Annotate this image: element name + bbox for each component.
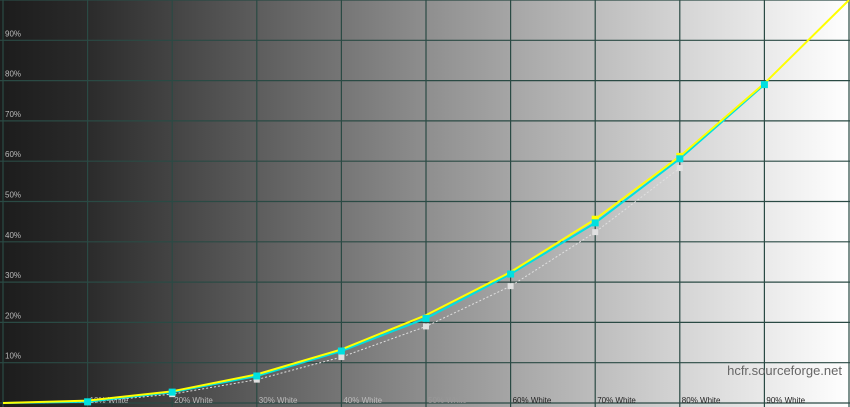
x-tick-label: 60% White xyxy=(513,396,552,405)
data-point-measured xyxy=(84,398,92,406)
data-point-reference xyxy=(591,215,599,223)
data-point-measured xyxy=(337,347,345,355)
y-tick-label: 10% xyxy=(5,352,21,361)
data-point-secondary xyxy=(423,323,429,330)
y-tick-label: 20% xyxy=(5,311,21,320)
x-tick-label: 80% White xyxy=(682,396,721,405)
y-tick-label: 60% xyxy=(5,150,21,159)
data-point-measured xyxy=(507,270,515,278)
x-tick-label: 90% White xyxy=(766,396,805,405)
data-point-secondary xyxy=(338,354,345,361)
data-point-measured xyxy=(676,155,684,163)
x-tick-label: 40% White xyxy=(343,396,382,405)
y-tick-label: 70% xyxy=(5,110,21,119)
y-tick-label: 90% xyxy=(5,29,21,38)
y-tick-label: 50% xyxy=(5,191,21,200)
data-point-secondary xyxy=(507,283,514,290)
y-tick-label: 40% xyxy=(5,231,21,240)
x-tick-label: 10% White xyxy=(90,396,129,405)
data-point-measured xyxy=(253,372,261,380)
data-point-secondary xyxy=(676,165,683,172)
data-point-measured xyxy=(168,388,176,396)
y-tick-label: 80% xyxy=(5,70,21,79)
data-point-measured xyxy=(591,219,599,227)
data-point-secondary xyxy=(592,229,599,236)
x-tick-label: 20% White xyxy=(174,396,213,405)
data-point-measured xyxy=(760,81,768,89)
data-point-measured xyxy=(422,314,430,322)
series-line-measured xyxy=(2,83,766,404)
x-tick-label: 30% White xyxy=(259,396,298,405)
watermark: hcfr.sourceforge.net xyxy=(727,363,842,378)
x-tick-label: 70% White xyxy=(597,396,636,405)
data-point-secondary xyxy=(253,376,260,383)
x-tick-label: 50% White xyxy=(428,396,467,405)
y-tick-label: 30% xyxy=(5,271,21,280)
